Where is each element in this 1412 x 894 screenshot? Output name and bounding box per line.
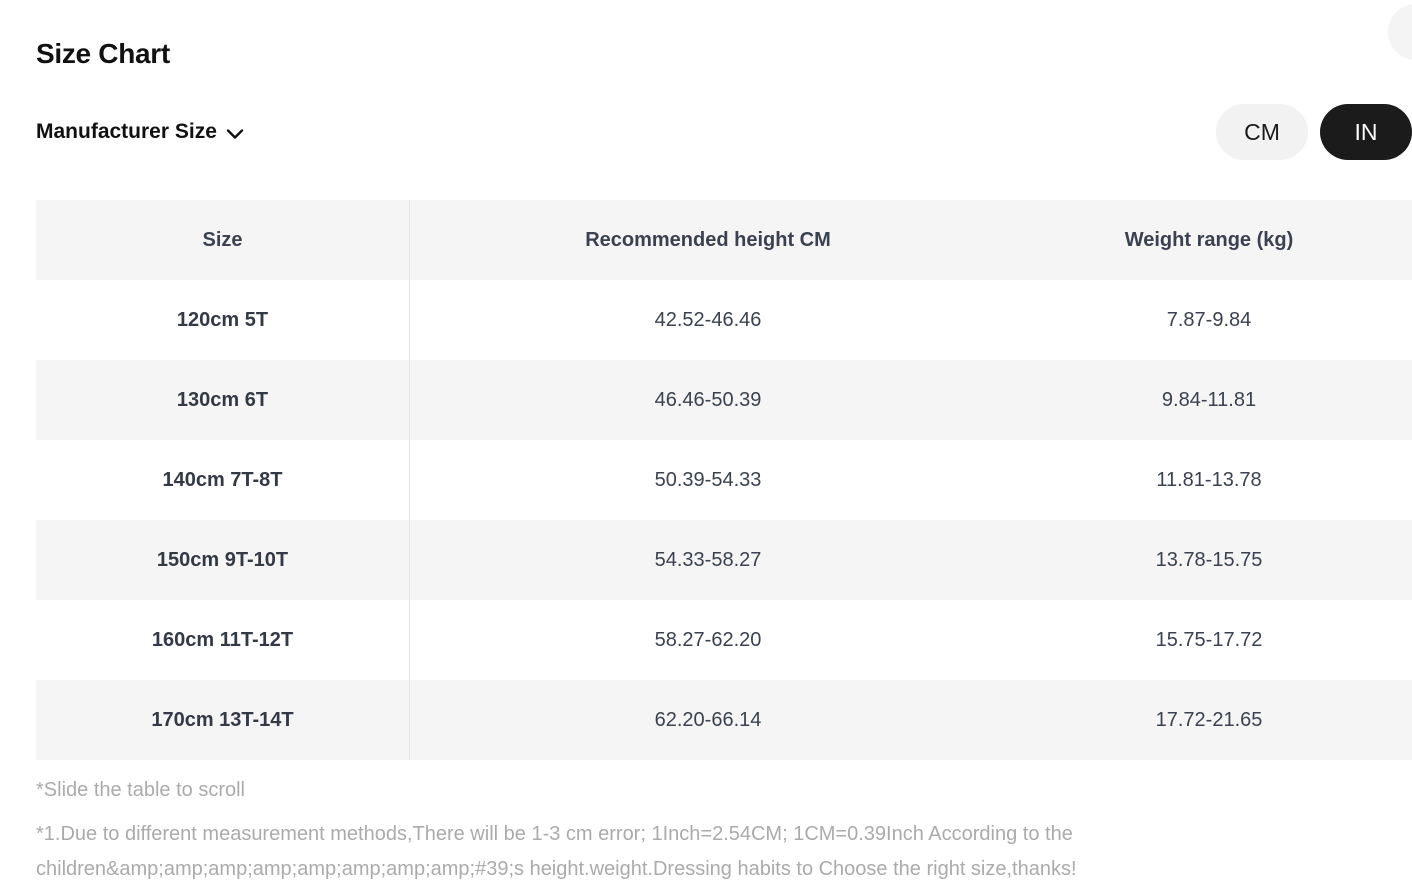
note-measurement-disclaimer: *1.Due to different measurement methods,… (36, 823, 1077, 880)
cell-weight: 15.75-17.72 (1155, 628, 1263, 651)
column-header-size: Size (36, 200, 410, 280)
controls-row: Manufacturer Size CM IN (36, 104, 1412, 160)
table-row: 120cm 5T 42.52-46.46 7.87-9.84 (36, 280, 1412, 360)
cell-weight: 17.72-21.65 (1155, 708, 1263, 731)
size-standard-dropdown[interactable]: Manufacturer Size (36, 120, 244, 144)
table-row: 150cm 9T-10T 54.33-58.27 13.78-15.75 (36, 520, 1412, 600)
page-title: Size Chart (36, 38, 170, 69)
cell-height: 58.27-62.20 (654, 628, 762, 651)
cell-height: 42.52-46.46 (654, 308, 762, 331)
note-scroll-hint: *Slide the table to scroll (36, 779, 246, 801)
chevron-down-icon (226, 125, 244, 140)
column-header-height: Recommended height CM (585, 228, 831, 251)
footnotes: *Slide the table to scroll *1.Due to dif… (36, 773, 1304, 887)
cell-size: 120cm 5T (36, 280, 410, 360)
cell-weight: 11.81-13.78 (1156, 468, 1262, 491)
cell-size: 150cm 9T-10T (36, 520, 410, 600)
cell-size: 160cm 11T-12T (36, 600, 410, 680)
table-header-row: Size Recommended height CM Weight range … (36, 200, 1412, 280)
unit-cm-button[interactable]: CM (1216, 104, 1308, 160)
cell-size: 130cm 6T (36, 360, 410, 440)
cell-weight: 7.87-9.84 (1166, 308, 1252, 331)
cell-weight: 13.78-15.75 (1155, 548, 1263, 571)
cell-size: 170cm 13T-14T (36, 680, 410, 760)
size-standard-label: Manufacturer Size (36, 120, 217, 143)
cell-weight: 9.84-11.81 (1161, 388, 1257, 411)
column-header-weight: Weight range (kg) (1124, 228, 1294, 251)
table-row: 170cm 13T-14T 62.20-66.14 17.72-21.65 (36, 680, 1412, 760)
cell-height: 62.20-66.14 (654, 708, 762, 731)
table-row: 130cm 6T 46.46-50.39 9.84-11.81 (36, 360, 1412, 440)
unit-toggle: CM IN (1216, 104, 1412, 160)
cell-height: 50.39-54.33 (654, 468, 762, 491)
table-row: 140cm 7T-8T 50.39-54.33 11.81-13.78 (36, 440, 1412, 520)
cell-height: 54.33-58.27 (654, 548, 762, 571)
unit-in-button[interactable]: IN (1320, 104, 1412, 160)
cell-height: 46.46-50.39 (654, 388, 762, 411)
cell-size: 140cm 7T-8T (36, 440, 410, 520)
table-row: 160cm 11T-12T 58.27-62.20 15.75-17.72 (36, 600, 1412, 680)
size-table[interactable]: Size Recommended height CM Weight range … (36, 200, 1412, 760)
